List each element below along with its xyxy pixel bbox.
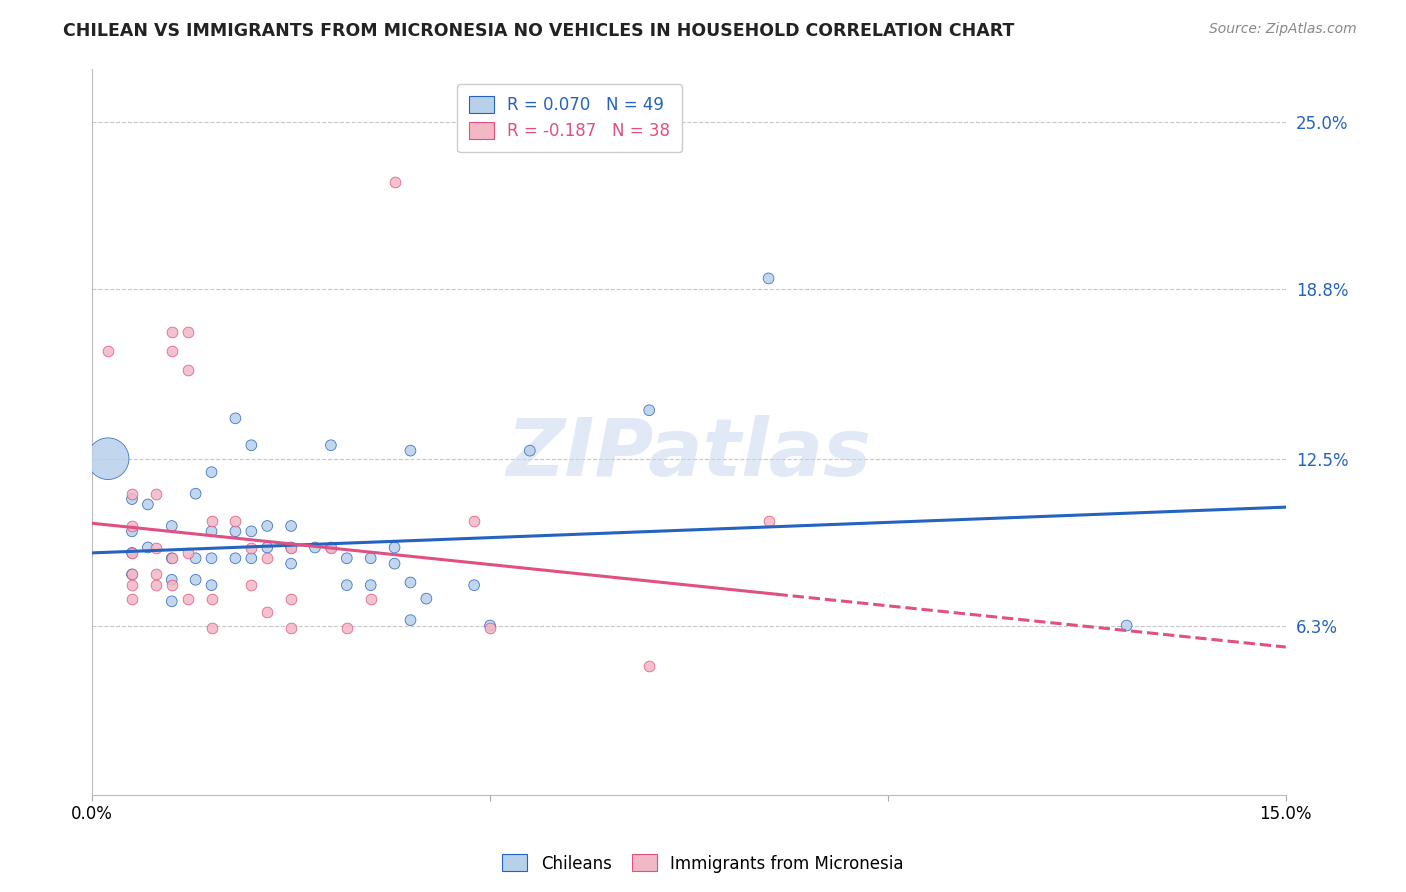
Point	[176, 546, 198, 560]
Point	[97, 451, 120, 466]
Point	[399, 443, 422, 458]
Point	[145, 567, 167, 582]
Point	[240, 524, 263, 539]
Point	[160, 578, 183, 592]
Point	[240, 438, 263, 452]
Point	[121, 486, 143, 500]
Point	[200, 578, 222, 592]
Point	[121, 567, 143, 582]
Legend: R = 0.070   N = 49, R = -0.187   N = 38: R = 0.070 N = 49, R = -0.187 N = 38	[457, 84, 682, 153]
Point	[224, 411, 246, 425]
Point	[336, 551, 359, 566]
Point	[304, 541, 326, 555]
Point	[160, 551, 183, 566]
Point	[184, 486, 207, 500]
Point	[121, 567, 143, 582]
Point	[121, 546, 143, 560]
Point	[479, 621, 502, 635]
Point	[319, 438, 342, 452]
Point	[200, 621, 222, 635]
Point	[319, 541, 342, 555]
Point	[280, 541, 302, 555]
Point	[519, 443, 541, 458]
Point	[176, 591, 198, 606]
Point	[224, 551, 246, 566]
Point	[399, 613, 422, 627]
Point	[463, 578, 485, 592]
Point	[384, 557, 406, 571]
Point	[280, 591, 302, 606]
Point	[121, 546, 143, 560]
Point	[224, 514, 246, 528]
Point	[256, 541, 278, 555]
Point	[176, 363, 198, 377]
Point	[336, 578, 359, 592]
Text: CHILEAN VS IMMIGRANTS FROM MICRONESIA NO VEHICLES IN HOUSEHOLD CORRELATION CHART: CHILEAN VS IMMIGRANTS FROM MICRONESIA NO…	[63, 22, 1015, 40]
Point	[336, 621, 359, 635]
Point	[121, 519, 143, 533]
Point	[384, 175, 406, 189]
Point	[240, 541, 263, 555]
Point	[463, 514, 485, 528]
Point	[145, 486, 167, 500]
Point	[256, 551, 278, 566]
Point	[360, 591, 382, 606]
Point	[280, 557, 302, 571]
Point	[758, 271, 780, 285]
Point	[479, 618, 502, 632]
Point	[240, 551, 263, 566]
Point	[415, 591, 437, 606]
Point	[200, 551, 222, 566]
Point	[256, 519, 278, 533]
Point	[280, 519, 302, 533]
Point	[136, 498, 159, 512]
Point	[160, 344, 183, 359]
Point	[121, 491, 143, 506]
Point	[200, 465, 222, 479]
Point	[638, 403, 661, 417]
Point	[1115, 618, 1137, 632]
Point	[758, 514, 780, 528]
Point	[280, 541, 302, 555]
Point	[280, 621, 302, 635]
Point	[160, 573, 183, 587]
Point	[200, 591, 222, 606]
Point	[200, 524, 222, 539]
Point	[399, 575, 422, 590]
Point	[256, 605, 278, 619]
Point	[136, 541, 159, 555]
Point	[121, 524, 143, 539]
Point	[319, 541, 342, 555]
Point	[184, 551, 207, 566]
Point	[97, 344, 120, 359]
Point	[160, 551, 183, 566]
Point	[638, 659, 661, 673]
Point	[224, 524, 246, 539]
Point	[121, 591, 143, 606]
Point	[160, 519, 183, 533]
Point	[176, 325, 198, 339]
Text: ZIPatlas: ZIPatlas	[506, 415, 872, 492]
Text: Source: ZipAtlas.com: Source: ZipAtlas.com	[1209, 22, 1357, 37]
Point	[200, 514, 222, 528]
Legend: Chileans, Immigrants from Micronesia: Chileans, Immigrants from Micronesia	[496, 847, 910, 880]
Point	[160, 325, 183, 339]
Point	[360, 578, 382, 592]
Point	[384, 541, 406, 555]
Point	[121, 578, 143, 592]
Point	[184, 573, 207, 587]
Point	[145, 578, 167, 592]
Point	[240, 578, 263, 592]
Point	[145, 541, 167, 555]
Point	[160, 594, 183, 608]
Point	[360, 551, 382, 566]
